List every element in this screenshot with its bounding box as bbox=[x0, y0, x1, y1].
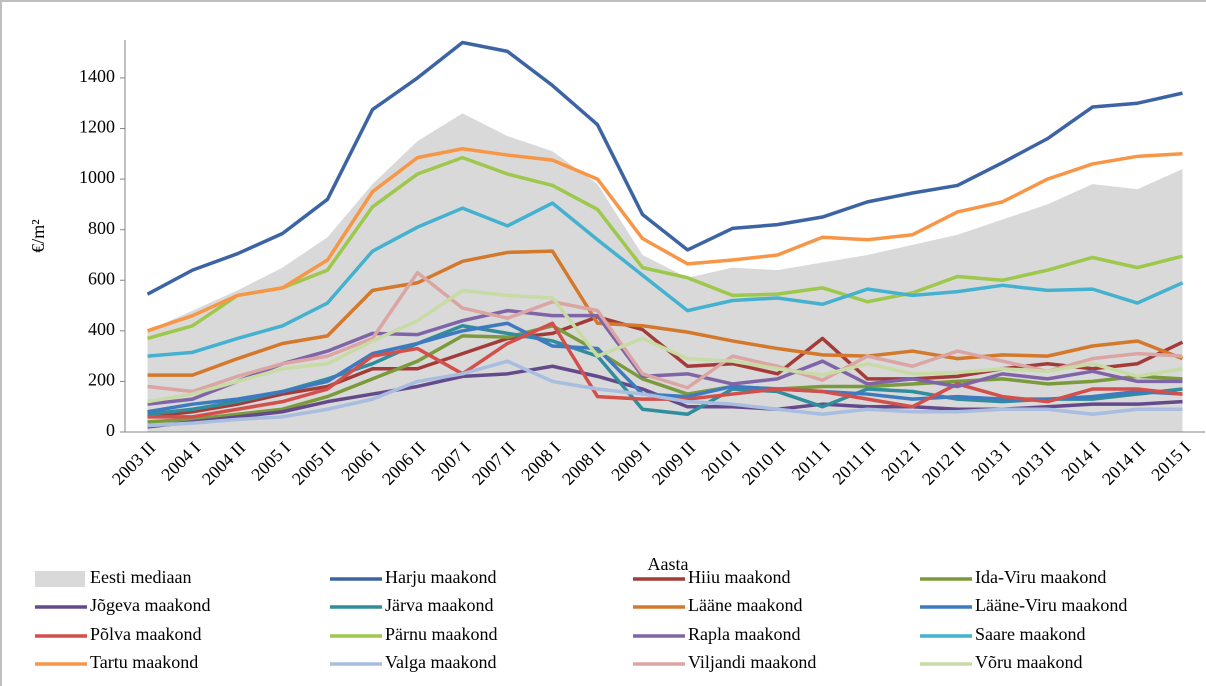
y-axis-title: €/m² bbox=[28, 219, 48, 252]
legend-label: Võru maakond bbox=[975, 652, 1082, 672]
line bbox=[147, 324, 1183, 417]
line bbox=[146, 40, 1183, 296]
legend-label: Lääne-Viru maakond bbox=[975, 595, 1127, 615]
line bbox=[147, 308, 1183, 406]
legend-label: Hiiu maakond bbox=[688, 567, 790, 587]
y-tick-label: 1000 bbox=[79, 167, 115, 187]
x-axis-title: Aasta bbox=[648, 554, 689, 574]
line bbox=[147, 288, 1183, 404]
legend-label: Rapla maakond bbox=[688, 624, 800, 644]
line bbox=[147, 270, 1183, 394]
y-tick-label: 0 bbox=[106, 420, 115, 440]
y-tick-label: 200 bbox=[88, 370, 115, 390]
y-tick-label: 800 bbox=[88, 218, 115, 238]
y-tick-label: 400 bbox=[88, 319, 115, 339]
legend-label: Jõgeva maakond bbox=[90, 595, 210, 615]
legend-swatch bbox=[35, 571, 85, 587]
legend-label: Põlva maakond bbox=[90, 624, 201, 644]
line bbox=[147, 249, 1184, 377]
legend-label: Viljandi maakond bbox=[688, 652, 816, 672]
legend-label: Eesti mediaan bbox=[90, 567, 191, 587]
y-tick-label: 600 bbox=[88, 268, 115, 288]
legend-label: Harju maakond bbox=[385, 567, 496, 587]
legend-label: Järva maakond bbox=[385, 595, 493, 615]
line bbox=[147, 359, 1183, 428]
line bbox=[147, 324, 1183, 424]
legend-label: Lääne maakond bbox=[688, 595, 802, 615]
legend-label: Saare maakond bbox=[975, 624, 1085, 644]
y-tick-label: 1400 bbox=[79, 66, 115, 86]
line bbox=[146, 146, 1183, 333]
legend-label: Valga maakond bbox=[385, 652, 496, 672]
y-tick-label: 1200 bbox=[79, 117, 115, 137]
legend-label: Pärnu maakond bbox=[385, 624, 497, 644]
legend-label: Ida-Viru maakond bbox=[975, 567, 1106, 587]
line bbox=[147, 201, 1184, 358]
line bbox=[147, 155, 1183, 341]
legend-label: Tartu maakond bbox=[90, 652, 198, 672]
